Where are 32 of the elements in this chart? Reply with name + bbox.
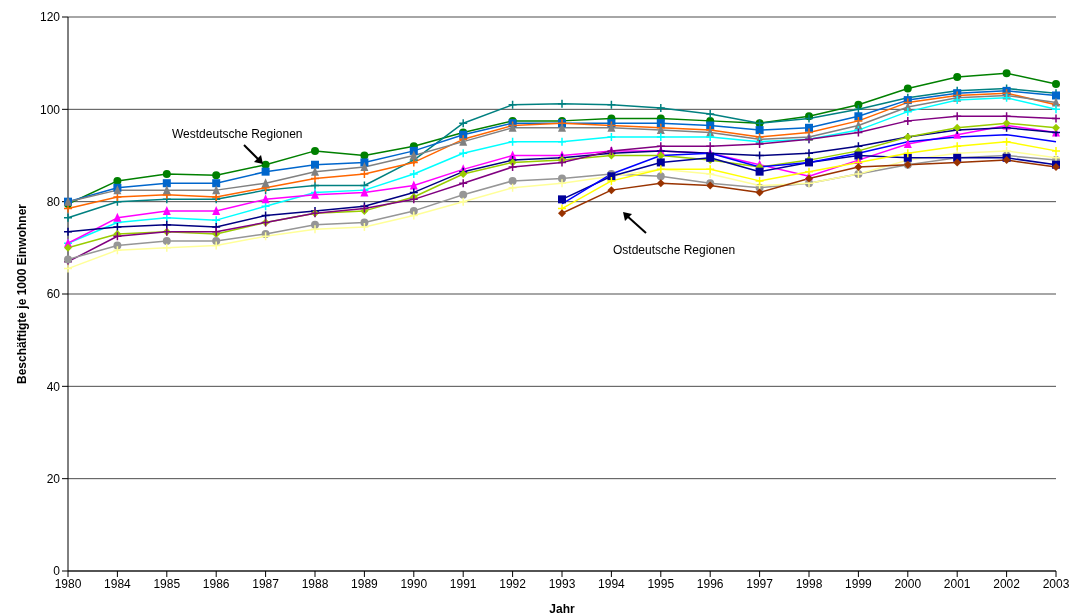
y-tick-label: 20	[46, 471, 61, 486]
y-tick-label: 60	[46, 287, 61, 302]
x-tick-label: 2000	[894, 576, 922, 591]
x-tick-label: 1993	[548, 576, 576, 591]
x-tick-label: 1980	[54, 576, 82, 591]
x-tick-label: 1990	[400, 576, 428, 591]
x-tick-label: 1997	[746, 576, 774, 591]
x-tick-label: 1988	[301, 576, 329, 591]
x-tick-label: 1984	[104, 576, 132, 591]
x-tick-label: 1986	[202, 576, 230, 591]
x-tick-label: 1991	[449, 576, 477, 591]
x-tick-label: 1995	[647, 576, 675, 591]
x-tick-label: 1992	[499, 576, 527, 591]
x-tick-label: 1987	[252, 576, 280, 591]
y-axis-title: Beschäftigte je 1000 Einwohner	[15, 203, 30, 385]
x-tick-label: 2002	[993, 576, 1021, 591]
y-tick-label: 0	[53, 564, 61, 579]
y-tick-label: 100	[39, 102, 61, 117]
x-axis-title: Jahr	[549, 602, 575, 613]
y-tick-label: 40	[46, 379, 61, 394]
annotation: Westdeutsche Regionen	[172, 127, 303, 141]
y-tick-label: 80	[46, 194, 61, 209]
x-tick-label: 2001	[943, 576, 971, 591]
x-tick-label: 1994	[598, 576, 626, 591]
y-tick-label: 120	[39, 10, 61, 25]
x-tick-label: 1998	[795, 576, 823, 591]
annotation: Ostdeutsche Regionen	[613, 243, 736, 257]
x-tick-label: 1999	[845, 576, 873, 591]
x-tick-label: 1989	[351, 576, 379, 591]
x-tick-label: 1985	[153, 576, 181, 591]
x-tick-label: 2003	[1042, 576, 1070, 591]
x-tick-label: 1996	[696, 576, 724, 591]
